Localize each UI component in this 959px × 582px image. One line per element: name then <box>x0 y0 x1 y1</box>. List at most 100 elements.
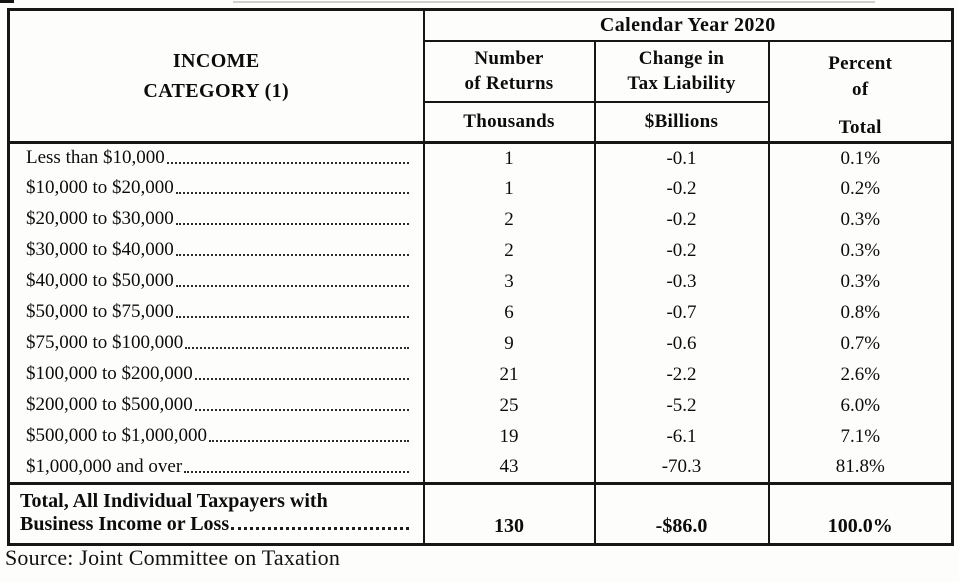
income-category-header: INCOME CATEGORY (1) <box>9 10 424 143</box>
category-label: $1,000,000 and over <box>26 455 183 477</box>
total-row: Total, All Individual Taxpayers with Bus… <box>8 481 953 545</box>
returns-cell: 2 <box>422 204 595 236</box>
dot-leader <box>209 440 409 443</box>
category-cell: $200,000 to $500,000 <box>9 390 424 421</box>
returns-cell: 25 <box>422 390 595 422</box>
scan-artifact-dash <box>0 0 14 3</box>
change-cell: -2.2 <box>593 359 769 391</box>
returns-cell: 43 <box>422 452 595 484</box>
category-label: $100,000 to $200,000 <box>26 363 193 385</box>
returns-cell: 3 <box>422 266 595 298</box>
returns-header-line2: of Returns <box>464 73 554 95</box>
dot-leader <box>231 526 409 530</box>
percent-cell: 6.0% <box>767 390 953 422</box>
header-row-units: Thousands $Billions <box>9 101 953 143</box>
percent-cell: 0.3% <box>767 204 953 236</box>
percent-header-line1: Percent <box>828 53 893 74</box>
percent-column-header: Percent of Total <box>767 41 953 143</box>
category-cell: $100,000 to $200,000 <box>9 359 424 390</box>
returns-unit-header: Thousands <box>422 101 595 143</box>
category-cell: $1,000,000 and over <box>9 452 424 483</box>
total-label-cell: Total, All Individual Taxpayers with Bus… <box>8 481 424 545</box>
table-row: $500,000 to $1,000,000 19 -6.1 7.1% <box>9 421 953 453</box>
category-label: Less than $10,000 <box>26 147 165 169</box>
returns-cell: 6 <box>422 297 595 329</box>
change-cell: -70.3 <box>593 452 769 484</box>
percent-cell: 0.1% <box>767 140 953 174</box>
returns-cell: 19 <box>422 421 595 453</box>
table-row: $1,000,000 and over 43 -70.3 81.8% <box>9 452 953 484</box>
total-label-line1: Total, All Individual Taxpayers with <box>20 489 328 512</box>
table-row: $50,000 to $75,000 6 -0.7 0.8% <box>9 297 953 329</box>
percent-cell: 0.3% <box>767 235 953 267</box>
header-row-year: INCOME CATEGORY (1) Calendar Year 2020 <box>9 9 953 102</box>
change-cell: -6.1 <box>593 421 769 453</box>
table-row: $100,000 to $200,000 21 -2.2 2.6% <box>9 359 953 391</box>
change-cell: -0.3 <box>593 266 769 298</box>
change-cell: -0.7 <box>593 297 769 329</box>
dot-leader <box>166 162 409 165</box>
returns-header-line1: Number <box>474 47 544 69</box>
dot-leader <box>194 378 409 381</box>
change-cell: -0.2 <box>593 204 769 236</box>
table-row: $75,000 to $100,000 9 -0.6 0.7% <box>9 328 953 360</box>
category-cell: $30,000 to $40,000 <box>9 235 424 266</box>
income-header-line1: INCOME <box>172 49 260 72</box>
category-cell: $500,000 to $1,000,000 <box>9 421 424 452</box>
percent-cell: 0.7% <box>767 328 953 360</box>
change-unit-header: $Billions <box>593 101 769 143</box>
percent-header-line2: of <box>852 78 869 100</box>
change-cell: -0.1 <box>593 140 769 174</box>
percent-cell: 7.1% <box>767 421 953 453</box>
percent-cell: 81.8% <box>767 452 953 484</box>
category-cell: Less than $10,000 <box>8 140 424 174</box>
percent-header-line3: Total <box>838 117 882 139</box>
table-row: $30,000 to $40,000 2 -0.2 0.3% <box>9 235 953 267</box>
total-label-line2: Business Income or Loss <box>20 512 230 535</box>
category-label: $10,000 to $20,000 <box>26 177 174 199</box>
change-cell: -0.6 <box>593 328 769 360</box>
dot-leader <box>175 316 409 319</box>
category-cell: $10,000 to $20,000 <box>9 173 424 204</box>
income-header-line2: CATEGORY (1) <box>143 79 290 102</box>
total-percent-cell: 100.0% <box>767 481 953 545</box>
percent-cell: 0.8% <box>767 297 953 329</box>
returns-column-header: Number of Returns <box>422 41 595 103</box>
category-cell: $20,000 to $30,000 <box>9 204 424 235</box>
category-label: $40,000 to $50,000 <box>26 270 174 292</box>
percent-cell: 0.2% <box>767 173 953 205</box>
header-row-titles: Number of Returns Change in Tax Liabilit… <box>9 41 953 143</box>
percent-cell: 2.6% <box>767 359 953 391</box>
dot-leader <box>194 409 409 412</box>
table-row: $200,000 to $500,000 25 -5.2 6.0% <box>9 390 953 422</box>
total-returns-cell: 130 <box>422 481 595 545</box>
percent-cell: 0.3% <box>767 266 953 298</box>
category-label: $75,000 to $100,000 <box>26 332 184 354</box>
returns-cell: 9 <box>422 328 595 360</box>
returns-cell: 1 <box>422 140 595 174</box>
category-label: $20,000 to $30,000 <box>26 208 174 230</box>
table-row: Less than $10,000 1 -0.1 0.1% <box>8 140 953 174</box>
change-header-line2: Tax Liability <box>627 73 736 95</box>
change-header-line1: Change in <box>638 47 725 69</box>
scan-artifact-streak <box>233 1 875 3</box>
category-cell: $40,000 to $50,000 <box>9 266 424 297</box>
dot-leader <box>175 254 409 257</box>
source-attribution: Source: Joint Committee on Taxation <box>5 545 341 570</box>
category-label: $50,000 to $75,000 <box>26 301 174 323</box>
dot-leader <box>175 285 409 288</box>
category-cell: $75,000 to $100,000 <box>9 328 424 359</box>
dot-leader <box>175 192 409 195</box>
category-label: $500,000 to $1,000,000 <box>26 425 208 447</box>
calendar-year-header: Calendar Year 2020 <box>422 9 953 42</box>
change-cell: -0.2 <box>593 235 769 267</box>
table-row: $40,000 to $50,000 3 -0.3 0.3% <box>9 266 953 298</box>
change-cell: -5.2 <box>593 390 769 422</box>
returns-cell: 2 <box>422 235 595 267</box>
dot-leader <box>185 347 409 350</box>
dot-leader <box>175 223 409 226</box>
category-label: $200,000 to $500,000 <box>26 394 193 416</box>
total-change-cell: -$86.0 <box>593 481 769 545</box>
returns-cell: 1 <box>422 173 595 205</box>
